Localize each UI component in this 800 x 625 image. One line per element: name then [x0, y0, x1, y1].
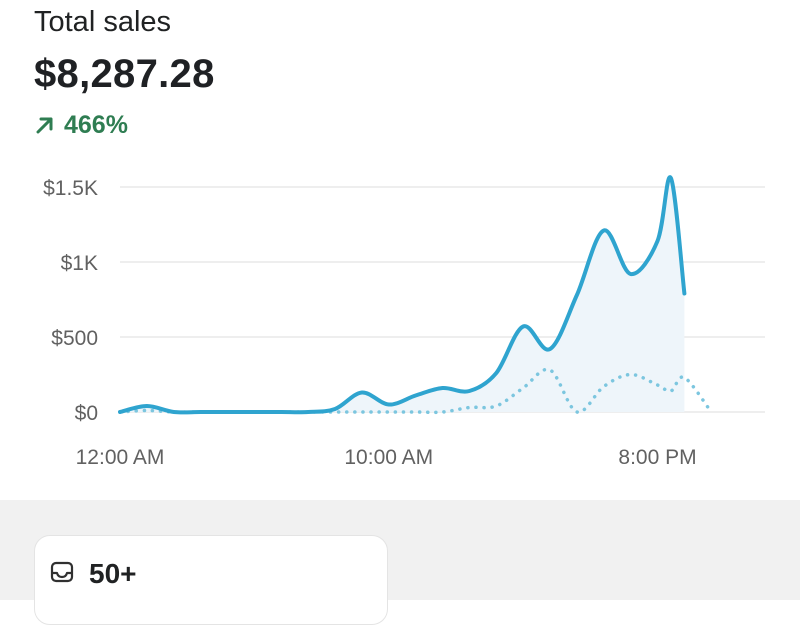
series-area-fill: [120, 177, 685, 413]
sales-line-chart: $0 $500 $1K $1.5K 12:00 AM 10:00 AM 8:00 PM: [43, 175, 765, 469]
x-tick-label: 8:00 PM: [618, 446, 696, 469]
inbox-icon: [49, 559, 75, 590]
summary-card-value: 50+: [89, 558, 137, 589]
change-indicator: 466%: [34, 110, 128, 140]
y-tick-label: $1.5K: [43, 177, 98, 200]
sales-panel: Total sales $8,287.28 466% $0 $500 $1K $1.5…: [34, 6, 765, 469]
summary-section: 50+: [0, 500, 800, 625]
x-tick-label: 10:00 AM: [344, 446, 433, 469]
x-tick-label: 12:00 AM: [76, 446, 165, 469]
current-series-line: [118, 175, 687, 415]
panel-title: Total sales: [34, 6, 172, 38]
summary-card[interactable]: 50+: [34, 535, 388, 625]
summary-card-row: 50+: [49, 556, 137, 592]
y-tick-label: $500: [51, 327, 98, 350]
total-sales-value: $8,287.28: [34, 52, 215, 96]
y-tick-label: $0: [75, 402, 98, 425]
y-tick-label: $1K: [61, 252, 98, 275]
change-percent: 466%: [64, 110, 128, 139]
arrow-up-right-icon: [34, 114, 56, 136]
